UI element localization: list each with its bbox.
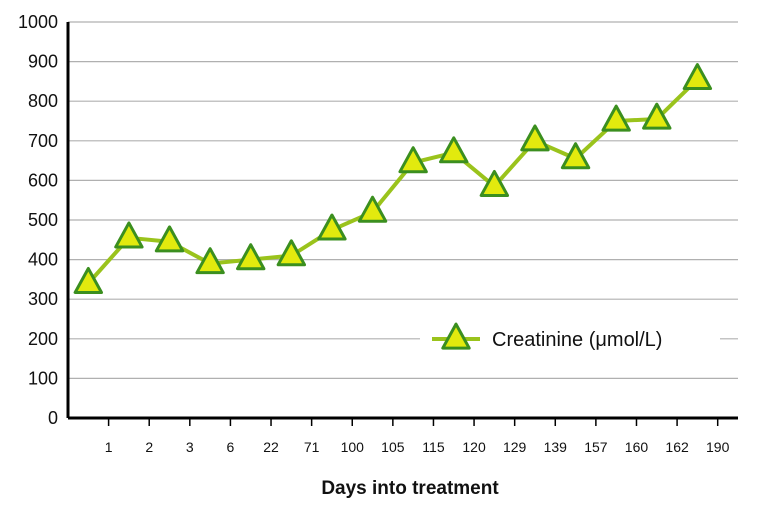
data-point-marker [520,124,550,152]
legend-label: Creatinine (μmol/L) [492,329,662,351]
y-tick-label: 200 [28,329,58,349]
x-tick-label: 129 [503,439,527,455]
data-point-marker [195,247,225,275]
legend: Creatinine (μmol/L) [420,318,720,360]
y-tick-label: 100 [28,368,58,388]
x-tick-label: 2 [145,439,153,455]
series-line [86,77,699,285]
data-point-marker [560,142,591,170]
x-tick-label: 190 [706,439,730,455]
y-tick-label: 0 [48,408,58,428]
x-tick-label: 160 [625,439,649,455]
y-tick-label: 700 [28,131,58,151]
y-tick-label: 900 [28,52,58,72]
x-tick-label: 100 [341,439,365,455]
x-tick-label: 120 [462,439,486,455]
x-axis-ticks: 1 2 3 6 22 71 100 105 115 120 129 139 157 160 162 190 [105,418,730,455]
data-point-marker [642,102,672,130]
data-point-marker [357,195,388,223]
y-tick-label: 800 [28,91,58,111]
x-tick-label: 6 [227,439,235,455]
x-tick-label: 115 [422,439,445,455]
y-tick-label: 300 [28,289,58,309]
y-tick-label: 600 [28,170,58,190]
y-tick-label: 500 [28,210,58,230]
creatinine-series [73,63,713,294]
x-tick-label: 139 [544,439,568,455]
x-axis-title: Days into treatment [321,478,499,499]
data-point-marker [479,169,510,197]
legend-triangle-marker [441,322,471,350]
y-axis-ticks: 0 100 200 300 400 500 600 700 800 900 1000 [18,12,58,428]
data-point-marker [317,213,347,241]
data-point-marker [114,221,144,249]
data-point-marker [601,104,631,132]
y-tick-label: 400 [28,250,58,270]
x-tick-label: 71 [304,439,320,455]
x-tick-label: 1 [105,439,113,455]
data-point-marker [439,136,469,164]
y-tick-label: 1000 [18,12,58,32]
x-tick-label: 105 [381,439,405,455]
x-tick-label: 3 [186,439,194,455]
gridlines [68,21,738,379]
x-tick-label: 162 [665,439,689,455]
data-point-marker [398,146,428,174]
data-point-marker [276,239,307,267]
data-point-marker [236,243,266,271]
x-tick-label: 157 [584,439,608,455]
data-point-marker [154,225,185,253]
x-tick-label: 22 [263,439,279,455]
data-point-marker [682,63,713,91]
data-point-marker [73,266,104,294]
